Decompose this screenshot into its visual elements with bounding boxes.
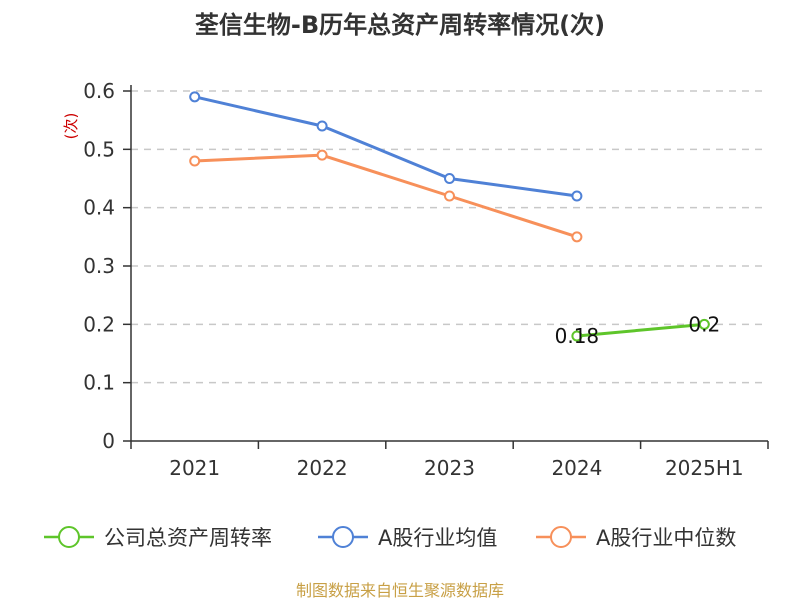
legend-label: A股行业均值 [378, 526, 497, 550]
series-group: 0.18 0.2 [189, 91, 721, 348]
legend-marker-icon [58, 526, 80, 548]
legend[interactable]: 公司总资产周转率 A股行业均值 A股行业中位数 [44, 526, 736, 550]
data-point [316, 120, 328, 132]
axes [130, 85, 769, 449]
data-point [571, 330, 583, 342]
x-tick-labels: 2021 2022 2023 2024 2025H1 [169, 456, 743, 480]
grid-lines [123, 90, 768, 442]
y-axis-label: (次) [62, 113, 80, 140]
x-tick-label: 2025H1 [665, 456, 744, 480]
data-label: 0.18 [555, 324, 600, 348]
legend-marker-icon [550, 526, 572, 548]
series-line [576, 322, 705, 338]
y-tick-label: 0.4 [83, 196, 115, 220]
y-tick-label: 0 [102, 429, 115, 453]
legend-label: A股行业中位数 [596, 526, 736, 550]
y-tick-label: 0.2 [83, 312, 115, 336]
y-tick-labels: 0 0.1 0.2 0.3 0.4 0.5 0.6 [83, 79, 115, 453]
series-1 [189, 91, 583, 202]
series-2 [189, 149, 583, 243]
series-0: 0.18 0.2 [555, 312, 721, 348]
x-tick-label: 2023 [424, 456, 475, 480]
y-tick-label: 0.3 [83, 254, 115, 278]
legend-label: 公司总资产周转率 [104, 526, 272, 550]
data-point [444, 173, 455, 184]
y-tick-label: 0.1 [83, 371, 115, 395]
data-point [698, 318, 710, 330]
data-label: 0.2 [688, 312, 720, 336]
y-tick-label: 0.5 [83, 137, 115, 161]
y-tick-label: 0.6 [83, 79, 115, 103]
legend-item-1[interactable]: A股行业均值 [318, 526, 497, 550]
data-point [571, 190, 583, 202]
legend-item-0[interactable]: 公司总资产周转率 [44, 526, 272, 550]
data-point [189, 91, 201, 103]
data-point [316, 149, 328, 161]
series-line [194, 153, 578, 239]
x-tick-label: 2024 [551, 456, 602, 480]
data-point [571, 231, 583, 243]
data-point [444, 190, 455, 202]
legend-item-2[interactable]: A股行业中位数 [536, 526, 736, 550]
chart-title: 荃信生物-B历年总资产周转率情况(次) [195, 11, 605, 39]
data-point [189, 155, 201, 167]
x-tick-label: 2022 [297, 456, 348, 480]
series-line [194, 95, 578, 198]
source-note: 制图数据来自恒生聚源数据库 [296, 581, 504, 600]
legend-marker-icon [332, 526, 354, 548]
x-tick-label: 2021 [169, 456, 220, 480]
